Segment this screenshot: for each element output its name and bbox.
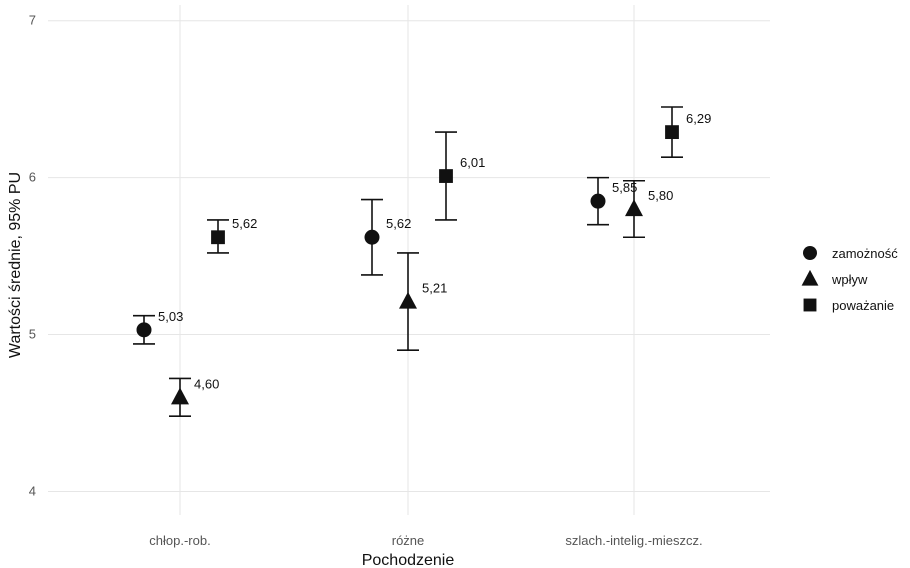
legend-label: wpływ — [831, 272, 868, 287]
data-point-square — [439, 169, 453, 183]
x-tick-label: różne — [392, 533, 425, 548]
series-square: 5,62 6,01 6,29 — [207, 106, 711, 254]
data-label: 5,03 — [158, 309, 183, 324]
legend-square-icon — [803, 298, 817, 312]
data-point-circle — [590, 193, 606, 209]
data-point-triangle — [625, 199, 643, 217]
legend-circle-icon — [803, 246, 817, 260]
data-label: 6,01 — [460, 155, 485, 170]
x-tick-label: szlach.-intelig.-mieszcz. — [565, 533, 702, 548]
y-tick-label: 6 — [29, 170, 36, 185]
y-tick-label: 7 — [29, 13, 36, 28]
grid-lines — [48, 5, 770, 515]
data-label: 5,62 — [232, 216, 257, 231]
data-label: 6,29 — [686, 111, 711, 126]
data-label: 4,60 — [194, 376, 219, 391]
y-tick-label: 5 — [29, 327, 36, 342]
data-point-square — [665, 125, 679, 140]
data-label: 5,80 — [648, 188, 673, 203]
data-point-triangle — [171, 387, 189, 405]
data-label: 5,62 — [386, 216, 411, 231]
axis-ticks: 4 5 6 7 chłop.-rob. różne szlach.-intelig.-mie… — [29, 13, 703, 548]
legend-label: zamożność — [832, 246, 898, 261]
data-point-circle — [136, 322, 152, 338]
legend-label: poważanie — [832, 298, 894, 313]
legend: zamożność wpływ poważanie — [801, 246, 898, 313]
data-point-square — [211, 230, 225, 245]
data-label: 5,85 — [612, 180, 637, 195]
series-marks: 5,03 5,62 5,85 4,60 5,21 5,80 5,62 6,01 6,29 — [133, 106, 711, 417]
y-tick-label: 4 — [29, 483, 36, 498]
series-triangle: 4,60 5,21 5,80 — [169, 179, 673, 417]
x-axis-title: Pochodzenie — [362, 552, 455, 568]
legend-triangle-icon — [801, 269, 819, 286]
data-point-triangle — [399, 291, 417, 309]
data-label: 5,21 — [422, 281, 447, 296]
y-axis-title: Wartości średnie, 95% PU — [7, 172, 24, 358]
data-point-circle — [364, 229, 380, 245]
x-tick-label: chłop.-rob. — [149, 533, 210, 548]
series-circle: 5,03 5,62 5,85 — [133, 176, 637, 345]
